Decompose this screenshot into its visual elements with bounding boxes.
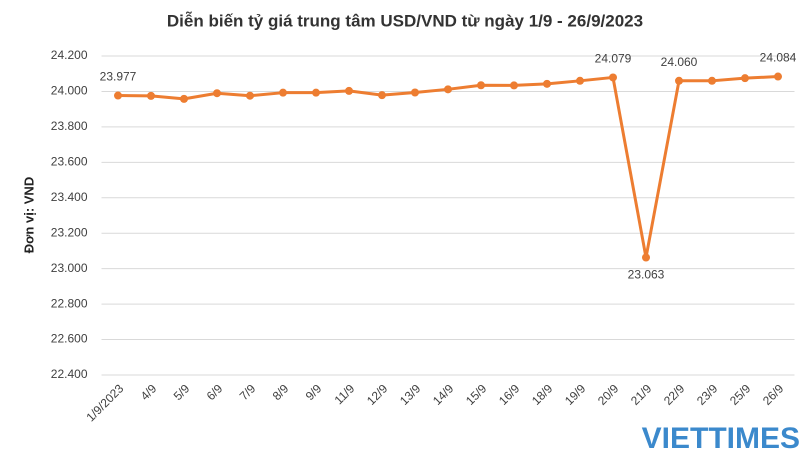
y-tick-label: 23.400 [51,190,88,204]
marker [576,76,584,85]
marker [345,86,353,95]
x-tick-label: 9/9 [303,381,325,403]
x-tick-label: 26/9 [760,381,787,408]
marker [114,91,122,100]
marker [246,91,254,100]
marker [213,89,221,98]
x-tick-label: 12/9 [364,381,391,408]
marker [642,253,650,262]
x-tick-label: 18/9 [529,381,556,408]
marker [543,79,551,88]
line [117,75,779,260]
marker [444,85,452,94]
marker [774,72,782,81]
data-label: 24.084 [760,51,797,65]
x-tick-label: 5/9 [171,381,193,403]
x-tick-label: 16/9 [496,381,523,408]
marker [708,76,716,85]
marker [378,91,386,100]
data-label: 23.977 [100,70,137,84]
marker [477,81,485,90]
x-tick-label: 1/9/2023 [83,381,126,424]
y-tick-label: 22.800 [51,296,88,310]
marker [312,88,320,97]
y-tick-label: 23.000 [51,261,88,275]
watermark: VIETTIMES [642,422,800,455]
y-axis-label: Đơn vị: VND [21,177,36,253]
data-label: 24.079 [595,52,632,66]
x-tick-label: 23/9 [694,381,721,408]
marker [675,76,683,85]
y-tick-label: 23.600 [51,155,88,169]
x-tick-label: 22/9 [661,381,688,408]
data-label: 24.060 [661,55,698,69]
x-tick-label: 13/9 [397,381,424,408]
marker [411,88,419,97]
y-tick-label: 23.800 [51,119,88,133]
y-tick-label: 24.200 [51,48,88,62]
x-tick-label: 19/9 [562,381,589,408]
chart-title: Diễn biến tỷ giá trung tâm USD/VND từ ng… [167,11,643,30]
x-tick-label: 6/9 [204,381,226,403]
marker [279,88,287,97]
y-tick-label: 22.600 [51,332,88,346]
marker [741,74,749,83]
y-tick-label: 23.200 [51,225,88,239]
marker [609,73,617,82]
x-tick-label: 7/9 [237,381,259,403]
x-tick-label: 20/9 [595,381,622,408]
x-tick-label: 21/9 [628,381,655,408]
marker [147,91,155,100]
y-tick-label: 22.400 [51,367,88,381]
x-tick-label: 11/9 [332,381,358,407]
data-label: 23.063 [628,268,665,282]
x-tick-label: 25/9 [727,381,754,408]
marker [180,94,188,103]
x-tick-label: 8/9 [270,381,292,403]
marker [510,81,518,90]
y-tick-label: 24.000 [51,84,88,98]
x-tick-label: 14/9 [430,381,457,408]
x-tick-label: 4/9 [138,381,160,403]
x-tick-label: 15/9 [463,381,490,408]
